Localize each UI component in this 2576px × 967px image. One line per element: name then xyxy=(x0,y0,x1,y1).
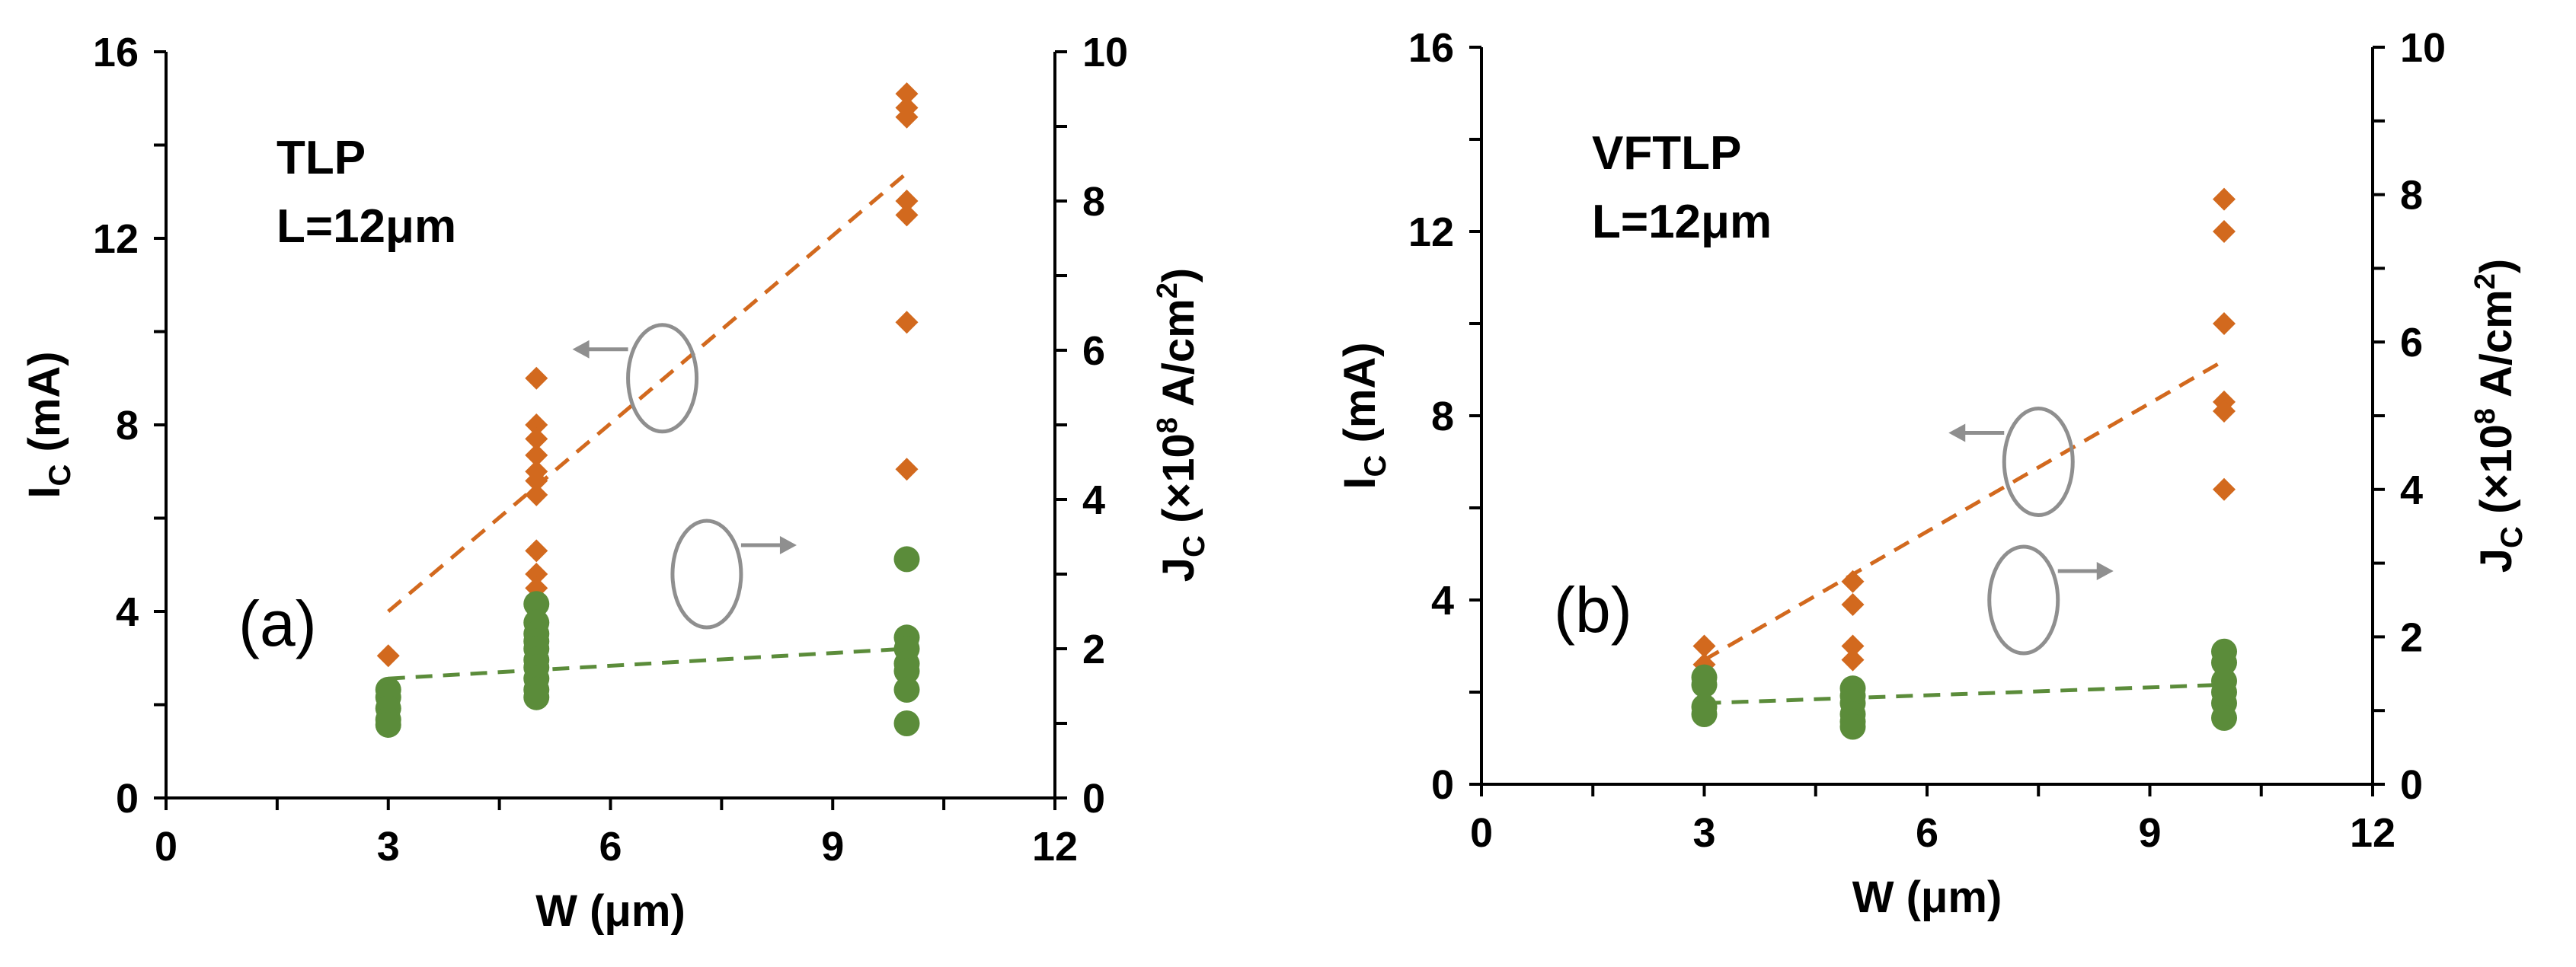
y-left-tick-label: 4 xyxy=(116,589,139,635)
left-axis-indicator-ellipse xyxy=(2002,407,2075,517)
y-right-tick-label: 2 xyxy=(1082,627,1105,672)
ic-data-point xyxy=(2213,477,2236,501)
ic-data-point xyxy=(525,469,548,493)
y-right-tick-label: 0 xyxy=(1082,776,1105,822)
ic-data-point xyxy=(525,427,548,451)
ic-data-point xyxy=(525,483,548,506)
ic-data-point xyxy=(895,82,919,106)
x-axis-title: W (μm) xyxy=(1852,873,2002,922)
right-axis-indicator-ellipse xyxy=(670,519,743,630)
trendline-ic xyxy=(1703,359,2226,662)
jc-data-point xyxy=(1691,672,1718,698)
ic-data-point xyxy=(1841,593,1865,617)
y-right-tick-label: 10 xyxy=(1082,30,1128,75)
y-left-axis-title: IC (mA) xyxy=(20,351,77,498)
ic-data-point xyxy=(895,458,919,481)
right-axis-indicator-ellipse xyxy=(1987,544,2060,656)
ic-data-point xyxy=(2213,220,2236,243)
y-left-tick-label: 12 xyxy=(93,216,139,262)
ic-data-point xyxy=(2213,187,2236,211)
right-arrow-icon xyxy=(2096,562,2114,580)
x-tick-label: 9 xyxy=(821,824,844,870)
x-tick-label: 3 xyxy=(1692,810,1715,856)
y-left-axis-title: IC (mA) xyxy=(1335,342,1392,489)
ic-data-point xyxy=(895,105,919,129)
ic-data-point xyxy=(525,366,548,390)
left-arrow-icon xyxy=(572,340,590,359)
y-left-tick-label: 16 xyxy=(93,30,139,75)
y-right-axis-title: JC (×108 A/cm2) xyxy=(1152,268,1211,582)
panel-label: (b) xyxy=(1554,574,1632,646)
ic-data-point xyxy=(525,563,548,586)
ic-data-point xyxy=(1692,634,1716,658)
trendline-jc xyxy=(388,646,907,681)
jc-data-point xyxy=(523,684,550,710)
trendline-ic xyxy=(387,171,909,613)
jc-data-point xyxy=(893,658,920,685)
y-right-tick-label: 6 xyxy=(1082,328,1105,374)
left-axis-indicator-ellipse xyxy=(626,323,699,434)
length-label: L=12μm xyxy=(1592,196,1772,248)
ic-data-point xyxy=(895,190,919,212)
ic-data-point xyxy=(895,311,919,334)
jc-data-point xyxy=(2211,704,2237,731)
jc-data-point xyxy=(1691,701,1718,728)
y-right-tick-label: 8 xyxy=(1082,179,1105,225)
x-tick-label: 9 xyxy=(2138,810,2161,856)
jc-data-point xyxy=(1839,713,1866,740)
trendline-jc xyxy=(1704,682,2225,706)
y-left-tick-label: 12 xyxy=(1408,209,1454,255)
x-tick-label: 12 xyxy=(1032,824,1078,870)
y-left-tick-label: 4 xyxy=(1431,578,1454,624)
ic-data-point xyxy=(376,644,400,668)
ic-data-point xyxy=(1841,570,1865,593)
x-tick-label: 6 xyxy=(1916,810,1938,856)
jc-data-point xyxy=(893,676,920,703)
y-left-tick-label: 16 xyxy=(1408,25,1454,71)
jc-data-point xyxy=(893,546,920,573)
ic-data-point xyxy=(525,413,548,436)
x-tick-label: 3 xyxy=(377,824,400,870)
x-tick-label: 0 xyxy=(155,824,177,870)
condition-label: VFTLP xyxy=(1592,127,1741,180)
y-right-tick-label: 8 xyxy=(2400,173,2423,219)
ic-data-point xyxy=(525,539,548,563)
y-right-tick-label: 2 xyxy=(2400,614,2423,660)
y-right-tick-label: 0 xyxy=(2400,762,2423,808)
y-right-tick-label: 4 xyxy=(2400,468,2423,513)
right-arrow-icon xyxy=(779,536,797,554)
y-right-tick-label: 10 xyxy=(2400,25,2446,71)
y-left-tick-label: 0 xyxy=(1431,762,1454,808)
y-left-tick-label: 0 xyxy=(116,776,139,822)
y-right-tick-label: 6 xyxy=(2400,320,2423,365)
y-left-tick-label: 8 xyxy=(1431,394,1454,439)
y-right-axis-title: JC (×108 A/cm2) xyxy=(2469,259,2529,573)
condition-label: TLP xyxy=(276,132,366,184)
ic-data-point xyxy=(2213,399,2236,423)
jc-data-point xyxy=(523,591,550,618)
jc-data-point xyxy=(375,711,401,738)
ic-data-point xyxy=(2213,312,2236,335)
panel-label: (a) xyxy=(238,588,317,659)
ic-data-point xyxy=(895,203,919,227)
x-tick-label: 0 xyxy=(1470,810,1493,856)
left-arrow-icon xyxy=(1948,423,1966,442)
y-right-tick-label: 4 xyxy=(1082,477,1105,523)
length-label: L=12μm xyxy=(276,200,456,253)
x-tick-label: 12 xyxy=(2350,810,2395,856)
ic-data-point xyxy=(1841,634,1865,658)
ic-data-point xyxy=(1841,648,1865,672)
jc-data-point xyxy=(893,710,920,736)
ic-data-point xyxy=(525,443,548,467)
x-axis-title: W (μm) xyxy=(535,886,686,936)
x-tick-label: 6 xyxy=(599,824,622,870)
jc-data-point xyxy=(2211,649,2237,676)
y-left-tick-label: 8 xyxy=(116,403,139,448)
